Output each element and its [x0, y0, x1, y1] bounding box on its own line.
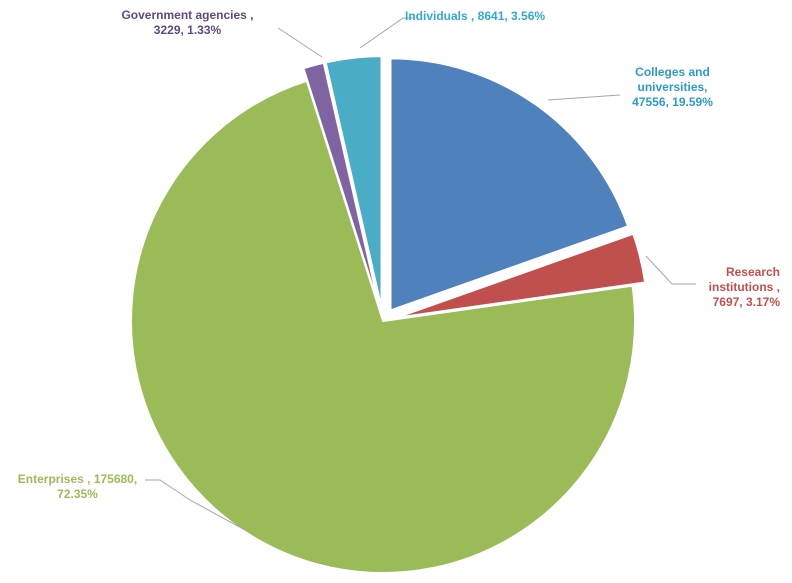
- data-label-line: institutions ,: [708, 280, 780, 294]
- leader-line-enterprises: [145, 479, 246, 531]
- data-label-line: 72.35%: [57, 487, 98, 501]
- data-label-research-institutions: Research institutions , 7697, 3.17%: [680, 265, 780, 310]
- data-label-line: Research: [725, 265, 780, 279]
- data-label-government-agencies: Government agencies , 3229, 1.33%: [95, 8, 280, 38]
- pie-slice-research-institutions: [395, 232, 647, 319]
- data-label-line: Enterprises , 175680,: [17, 472, 138, 486]
- pie-slice-individuals: [324, 55, 383, 309]
- leader-line-government-agencies: [277, 27, 323, 58]
- data-label-individuals: Individuals , 8641, 3.56%: [405, 9, 625, 24]
- data-label-enterprises: Enterprises , 175680, 72.35%: [5, 472, 150, 502]
- pie-slice-government-agencies: [302, 61, 381, 309]
- data-label-colleges-and-universities: Colleges and universities, 47556, 19.59%: [615, 65, 730, 110]
- data-label-line: Colleges and: [635, 65, 710, 79]
- data-label-line: Government agencies ,: [121, 8, 254, 22]
- data-label-line: universities,: [637, 80, 708, 94]
- data-label-line: 3229, 1.33%: [153, 23, 222, 37]
- leader-line-individuals: [359, 17, 415, 49]
- data-label-line: 47556, 19.59%: [632, 95, 713, 109]
- leader-line-colleges-and-universities: [547, 94, 621, 101]
- leader-line-research-institutions: [645, 255, 696, 285]
- pie-slice-enterprises: [130, 79, 636, 574]
- data-label-line: Individuals , 8641, 3.56%: [405, 9, 546, 23]
- data-label-line: 7697, 3.17%: [712, 295, 780, 309]
- pie-slice-colleges-and-universities: [389, 57, 630, 312]
